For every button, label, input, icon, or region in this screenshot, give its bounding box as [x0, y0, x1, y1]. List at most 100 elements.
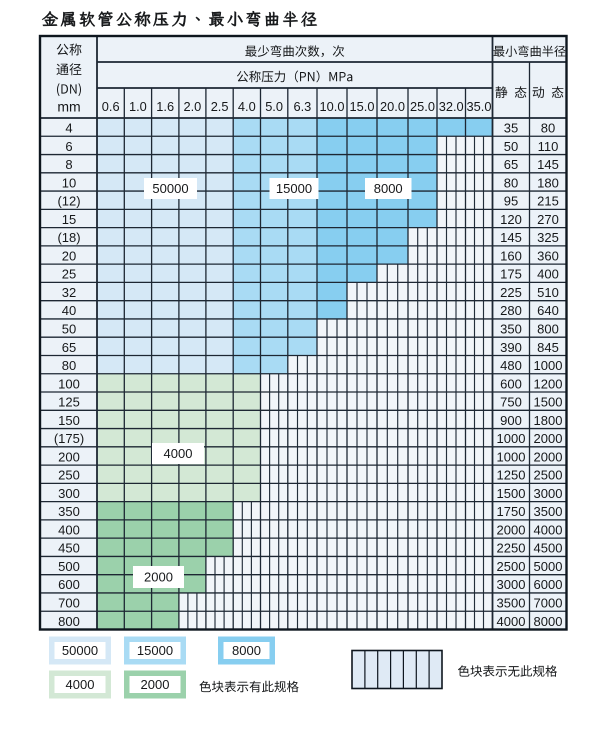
svg-text:4000: 4000: [534, 522, 563, 537]
svg-text:500: 500: [58, 559, 80, 574]
svg-text:100: 100: [58, 376, 80, 391]
svg-text:0.6: 0.6: [102, 99, 120, 114]
svg-text:270: 270: [537, 212, 559, 227]
svg-text:2.5: 2.5: [211, 99, 229, 114]
svg-text:1000: 1000: [534, 358, 563, 373]
svg-text:400: 400: [537, 267, 559, 282]
svg-text:450: 450: [58, 541, 80, 556]
svg-text:250: 250: [58, 468, 80, 483]
svg-text:640: 640: [537, 303, 559, 318]
svg-text:8: 8: [65, 157, 72, 172]
svg-text:900: 900: [500, 413, 522, 428]
svg-text:110: 110: [538, 139, 559, 154]
svg-text:8000: 8000: [534, 614, 563, 629]
svg-text:200: 200: [58, 449, 80, 464]
svg-text:2000: 2000: [534, 431, 563, 446]
svg-text:1750: 1750: [497, 504, 526, 519]
svg-text:(175): (175): [54, 431, 84, 446]
svg-text:4: 4: [65, 121, 72, 136]
svg-text:600: 600: [500, 376, 522, 391]
svg-text:50000: 50000: [152, 181, 188, 196]
svg-text:750: 750: [500, 395, 522, 410]
svg-text:5000: 5000: [534, 559, 563, 574]
svg-text:350: 350: [500, 321, 522, 336]
svg-text:8000: 8000: [374, 181, 403, 196]
svg-text:2.0: 2.0: [184, 99, 202, 114]
svg-text:800: 800: [537, 321, 559, 336]
svg-text:50: 50: [504, 139, 518, 154]
svg-text:(12): (12): [57, 194, 80, 209]
svg-text:15: 15: [62, 212, 76, 227]
svg-text:1.0: 1.0: [129, 99, 147, 114]
svg-text:3500: 3500: [534, 504, 563, 519]
svg-text:1500: 1500: [534, 395, 563, 410]
svg-text:40: 40: [62, 303, 76, 318]
svg-text:2000: 2000: [534, 449, 563, 464]
svg-text:280: 280: [500, 303, 522, 318]
svg-text:700: 700: [58, 596, 80, 611]
svg-text:20: 20: [62, 248, 76, 263]
svg-text:25.0: 25.0: [410, 99, 435, 114]
svg-text:35: 35: [504, 121, 518, 136]
svg-text:4000: 4000: [66, 677, 95, 692]
svg-text:480: 480: [500, 358, 522, 373]
svg-text:845: 845: [537, 340, 559, 355]
svg-text:3000: 3000: [534, 486, 563, 501]
svg-text:6.3: 6.3: [294, 99, 312, 114]
svg-text:3000: 3000: [497, 577, 526, 592]
svg-text:2500: 2500: [497, 559, 526, 574]
svg-text:120: 120: [500, 212, 522, 227]
svg-text:15000: 15000: [137, 643, 173, 658]
svg-text:180: 180: [537, 175, 559, 190]
svg-text:4.0: 4.0: [238, 99, 256, 114]
svg-text:1250: 1250: [497, 468, 526, 483]
svg-text:10: 10: [62, 175, 76, 190]
svg-text:600: 600: [58, 577, 80, 592]
svg-text:350: 350: [58, 504, 80, 519]
svg-text:325: 325: [537, 230, 559, 245]
svg-text:2000: 2000: [141, 677, 170, 692]
svg-text:4500: 4500: [534, 541, 563, 556]
svg-text:2500: 2500: [534, 468, 563, 483]
svg-text:2250: 2250: [497, 541, 526, 556]
svg-text:50000: 50000: [62, 643, 98, 658]
svg-text:1200: 1200: [534, 376, 563, 391]
svg-text:1000: 1000: [497, 431, 526, 446]
svg-text:145: 145: [537, 157, 559, 172]
svg-text:390: 390: [500, 340, 522, 355]
svg-text:(18): (18): [57, 230, 80, 245]
svg-text:510: 510: [537, 285, 559, 300]
svg-text:125: 125: [58, 395, 80, 410]
svg-text:4000: 4000: [497, 614, 526, 629]
svg-text:2000: 2000: [497, 522, 526, 537]
svg-text:95: 95: [504, 194, 518, 209]
svg-text:160: 160: [500, 248, 522, 263]
svg-text:4000: 4000: [164, 446, 193, 461]
svg-text:300: 300: [58, 486, 80, 501]
svg-text:1000: 1000: [497, 449, 526, 464]
svg-text:150: 150: [58, 413, 80, 428]
svg-text:15.0: 15.0: [350, 99, 375, 114]
svg-text:215: 215: [537, 194, 559, 209]
svg-text:32.0: 32.0: [439, 99, 464, 114]
svg-text:175: 175: [500, 267, 522, 282]
svg-text:3500: 3500: [497, 596, 526, 611]
svg-text:1500: 1500: [497, 486, 526, 501]
svg-text:225: 225: [500, 285, 522, 300]
svg-text:6000: 6000: [534, 577, 563, 592]
svg-text:25: 25: [62, 267, 76, 282]
svg-text:8000: 8000: [232, 643, 261, 658]
svg-text:145: 145: [500, 230, 522, 245]
svg-text:65: 65: [62, 340, 76, 355]
svg-text:1800: 1800: [534, 413, 563, 428]
svg-text:35.0: 35.0: [467, 99, 492, 114]
svg-text:50: 50: [62, 321, 76, 336]
svg-text:5.0: 5.0: [265, 99, 283, 114]
svg-text:15000: 15000: [276, 181, 312, 196]
svg-text:800: 800: [58, 614, 80, 629]
svg-text:80: 80: [504, 175, 518, 190]
svg-text:20.0: 20.0: [380, 99, 405, 114]
svg-text:400: 400: [58, 522, 80, 537]
svg-text:1.6: 1.6: [156, 99, 174, 114]
svg-text:10.0: 10.0: [320, 99, 345, 114]
